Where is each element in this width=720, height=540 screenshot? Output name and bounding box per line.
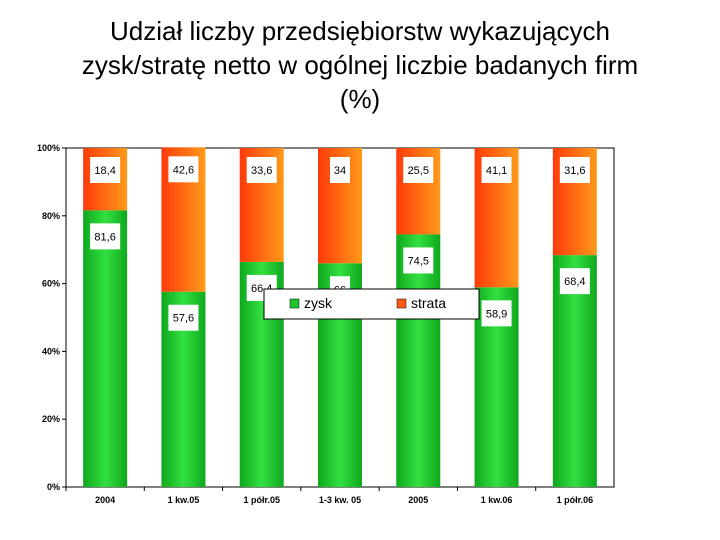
- bar-zysk-0: [83, 210, 128, 487]
- legend-swatch-zysk: [289, 298, 300, 309]
- x-tick-label-1: 1 kw.05: [168, 495, 200, 505]
- slide-title-line-1: Udział liczby przedsiębiorstw wykazujący…: [110, 16, 610, 46]
- y-tick-label-3: 60%: [42, 279, 60, 289]
- legend-label-zysk: zysk: [304, 295, 333, 311]
- data-label-strata-1: 42,6: [173, 164, 194, 176]
- data-label-strata-4: 25,5: [408, 165, 429, 177]
- data-label-box-zysk-6: [559, 268, 590, 295]
- data-label-box-strata-1: [168, 156, 199, 183]
- data-label-strata-3: 34: [334, 165, 346, 177]
- y-tick-label-4: 80%: [42, 211, 60, 221]
- data-label-box-strata-2: [246, 157, 277, 183]
- data-label-box-strata-0: [90, 157, 121, 183]
- slide-title-line-3: (%): [339, 84, 381, 114]
- data-label-strata-6: 31,6: [564, 165, 585, 177]
- data-label-zysk-1: 57,6: [173, 313, 194, 325]
- data-label-zysk-5: 58,9: [486, 308, 507, 320]
- data-label-zysk-0: 81,6: [94, 231, 115, 243]
- y-tick-label-0: 0%: [47, 482, 60, 492]
- bar-zysk-4: [396, 234, 441, 487]
- data-label-box-zysk-4: [403, 247, 434, 274]
- data-label-box-strata-4: [403, 157, 434, 183]
- legend-label-strata: strata: [411, 295, 446, 311]
- legend-swatch-strata: [396, 298, 407, 309]
- x-tick-label-2: 1 półr.05: [243, 495, 280, 505]
- data-label-box-zysk-5: [481, 300, 512, 327]
- data-label-box-zysk-0: [90, 223, 121, 250]
- data-label-box-strata-5: [481, 157, 512, 183]
- x-tick-label-0: 2004: [95, 495, 115, 505]
- data-label-box-strata-3: [330, 157, 350, 183]
- data-label-zysk-4: 74,5: [408, 255, 429, 267]
- x-tick-label-4: 2005: [408, 495, 428, 505]
- slide-title: Udział liczby przedsiębiorstw wykazujący…: [0, 14, 720, 116]
- y-tick-label-5: 100%: [37, 143, 60, 153]
- slide-title-line-2: zysk/stratę netto w ogólnej liczbie bada…: [81, 50, 639, 80]
- data-label-box-strata-6: [559, 157, 590, 183]
- x-tick-label-6: 1 półr.06: [557, 495, 594, 505]
- y-tick-label-1: 20%: [42, 414, 60, 424]
- data-label-zysk-6: 68,4: [564, 276, 585, 288]
- data-label-strata-5: 41,1: [486, 165, 507, 177]
- x-tick-label-3: 1-3 kw. 05: [319, 495, 361, 505]
- legend-box: [263, 288, 480, 320]
- data-label-box-zysk-1: [168, 304, 199, 331]
- y-tick-label-2: 40%: [42, 346, 60, 356]
- x-tick-label-5: 1 kw.06: [481, 495, 513, 505]
- data-label-strata-0: 18,4: [94, 165, 115, 177]
- data-label-strata-2: 33,6: [251, 165, 272, 177]
